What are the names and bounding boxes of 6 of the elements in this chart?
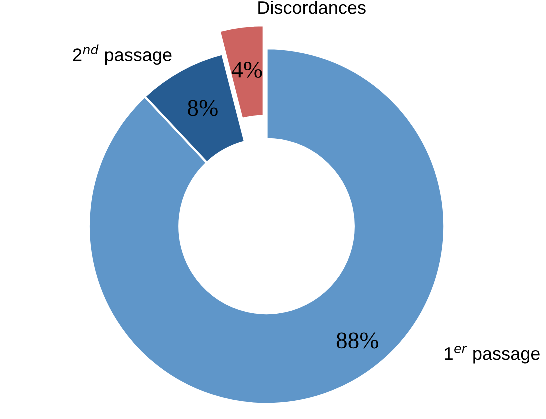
data-label: 8% [188,100,218,116]
slice-label: Discordances [258,0,366,14]
data-label: 88% [336,332,378,349]
data-label: 4% [232,62,262,78]
slice-label: 1$^{er}$ passage [445,346,540,364]
slice-label: 2$^{nd}$ passage [73,44,172,66]
